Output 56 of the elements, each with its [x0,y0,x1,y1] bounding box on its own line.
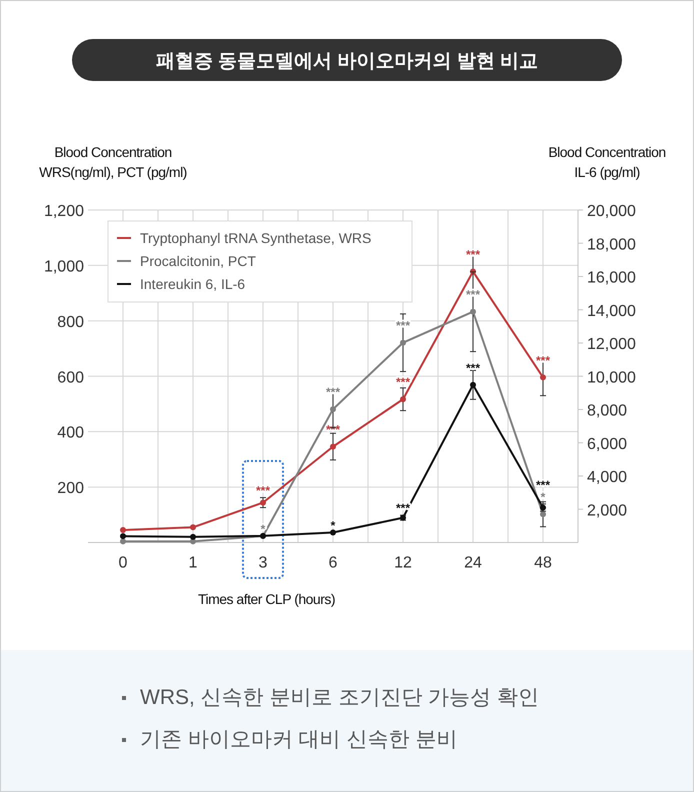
text: 기존 바이오마커 대비 신속한 분비 [140,728,458,751]
text: WRS, 신속한 분비로 조기진단 가능성 확인 [140,686,539,709]
x-tick-label: 1 [188,554,198,572]
y-axis-title: Blood Concentration WRS(ng/ml), PCT (pg/ml) [39,144,187,180]
y-tick-label: 400 [57,424,84,442]
y2-tick-label: 2,000 [587,502,628,520]
data-label: * [260,522,266,536]
point [330,530,336,536]
point [190,524,196,530]
data-label: *** [536,478,550,492]
point [470,308,476,315]
data-label: * [540,490,546,504]
data-label: *** [326,385,340,400]
data-label: *** [466,360,480,375]
data-label: *** [536,353,550,368]
chart-title: 패혈증 동물모델에서 바이오마커의 발현 비교 [156,51,538,72]
point [260,500,266,506]
y-tick-label: 1,200 [44,203,84,220]
point [400,396,406,402]
y2-tick-label: 18,000 [587,236,636,254]
x-tick-label: 6 [328,554,338,572]
y2-tick-label: 20,000 [587,203,636,220]
y2-tick-label: 4,000 [587,469,628,486]
point [120,533,126,540]
y2-axis-title: Blood Concentration IL-6 (pg/ml) [548,144,666,180]
data-label: *** [396,375,410,390]
x-tick-label: 3 [258,554,268,572]
point [470,382,476,388]
y-tick-label: 200 [57,480,84,498]
x-tick-label: 0 [118,554,128,572]
point [190,534,196,540]
y2-tick-label: 14,000 [587,302,636,320]
x-tick-label: 24 [464,554,482,572]
x-tick-label: 12 [394,554,412,572]
data-label: *** [256,484,270,498]
legend-label: Procalcitonin, PCT [140,253,256,269]
point [540,511,546,518]
y2-tick-label: 16,000 [587,270,636,286]
point [330,406,336,412]
point [330,444,336,450]
y2-tick-label: 10,000 [587,369,636,386]
legend-label: Intereukin 6, IL-6 [140,276,246,292]
y2-tick-label: 8,000 [587,402,628,420]
point [120,538,126,544]
y2-tick-label: 12,000 [587,336,636,353]
point [540,374,546,380]
point [400,340,406,346]
data-label: * [330,518,336,533]
y-tick-label: 1,000 [44,258,84,276]
point [120,527,126,534]
y2-tick-label: 6,000 [587,436,628,453]
y-tick-label: 800 [57,314,84,331]
y-tick-label: 600 [57,369,84,386]
x-axis-title: Times after CLP (hours) [198,591,336,607]
legend-label: Tryptophanyl tRNA Synthetase, WRS [140,230,372,246]
x-tick-label: 48 [534,554,552,572]
